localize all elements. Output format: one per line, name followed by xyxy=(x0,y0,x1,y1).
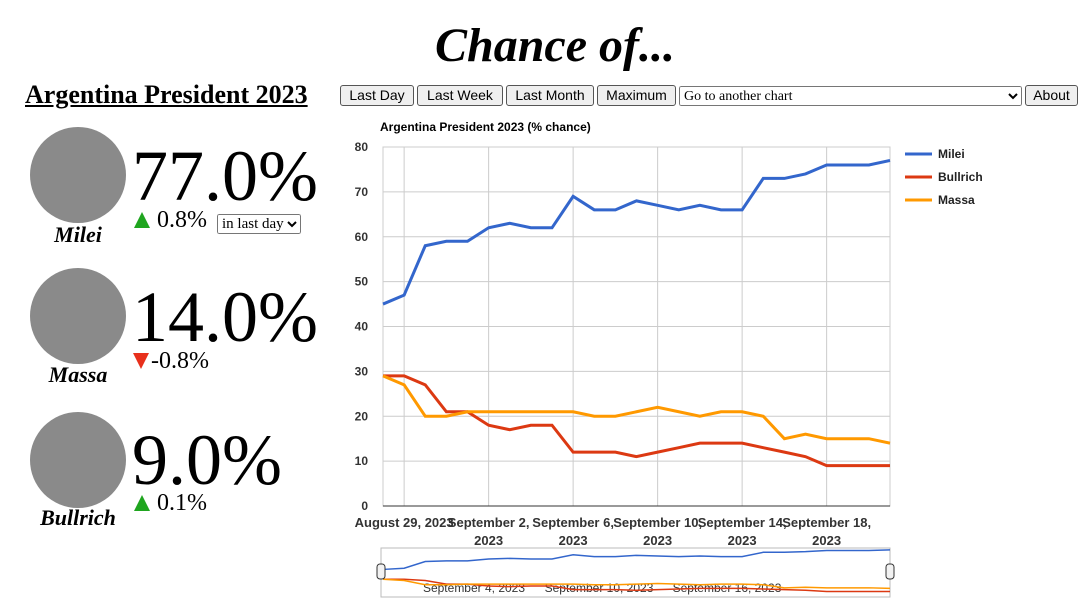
arrow-shape xyxy=(134,495,150,511)
series-line xyxy=(382,158,891,306)
portrait xyxy=(30,268,126,364)
portrait xyxy=(30,127,126,223)
navigator-line xyxy=(382,549,891,571)
y-tick-label: 60 xyxy=(355,230,369,244)
period-select[interactable]: in last day xyxy=(217,214,301,234)
range-button[interactable]: Last Month xyxy=(506,85,594,106)
y-tick-label: 80 xyxy=(355,140,369,154)
y-tick-label: 50 xyxy=(355,275,369,289)
x-tick-label: September 6, 2023 xyxy=(532,515,614,548)
about-button[interactable]: About xyxy=(1025,85,1078,106)
navigator-handle xyxy=(376,563,386,580)
candidate-name: Milei xyxy=(54,222,102,247)
candidate-change: 0.1% xyxy=(157,490,207,516)
y-tick-label: 10 xyxy=(355,454,369,468)
change-arrow xyxy=(134,212,150,228)
x-tick-label: September 2, 2023 xyxy=(447,515,530,548)
series-line xyxy=(382,374,891,445)
y-tick-label: 40 xyxy=(355,320,369,334)
x-tick-label: September 10, 2023 xyxy=(613,515,703,548)
candidate-name: Massa xyxy=(48,362,108,387)
range-button[interactable]: Maximum xyxy=(597,85,676,106)
y-tick-label: 70 xyxy=(355,185,369,199)
x-tick-label: September 14, 2023 xyxy=(697,515,787,548)
legend-label: Milei xyxy=(938,147,965,161)
candidate-chance: 14.0% xyxy=(132,277,318,357)
candidate-change: 0.8% xyxy=(157,207,207,233)
chart: Argentina President 2023 (% chance) 0 10 2… xyxy=(355,120,983,598)
chart-title: Argentina President 2023 (% chance) xyxy=(380,120,591,134)
range-button[interactable]: Last Week xyxy=(417,85,503,106)
change-arrow xyxy=(134,495,150,511)
candidate-chance: 77.0% xyxy=(132,136,318,216)
legend-label: Massa xyxy=(938,193,975,207)
portrait xyxy=(30,412,126,508)
arrow-shape xyxy=(133,353,149,369)
navigator-line xyxy=(382,578,891,590)
y-tick-label: 20 xyxy=(355,409,369,423)
y-tick-label: 0 xyxy=(361,499,368,513)
x-tick-label: August 29, 2023 xyxy=(354,515,454,530)
navigator-handle xyxy=(885,563,895,580)
x-tick-label: September 18, 2023 xyxy=(782,515,872,548)
change-arrow xyxy=(133,353,149,369)
candidate-chance: 9.0% xyxy=(132,420,282,500)
arrow-shape xyxy=(134,212,150,228)
legend-label: Bullrich xyxy=(938,170,983,184)
market-link[interactable]: Argentina President 2023 xyxy=(25,80,308,109)
candidate-change: -0.8% xyxy=(151,348,209,374)
page-title: Chance of... xyxy=(435,19,675,72)
candidate-name: Bullrich xyxy=(40,505,116,530)
range-button[interactable]: Last Day xyxy=(340,85,414,106)
chart-select[interactable]: Go to another chart xyxy=(679,86,1022,106)
chart-group: Argentina President 2023 (% chance) 0 10 2… xyxy=(355,120,983,598)
y-tick-label: 30 xyxy=(355,364,369,378)
